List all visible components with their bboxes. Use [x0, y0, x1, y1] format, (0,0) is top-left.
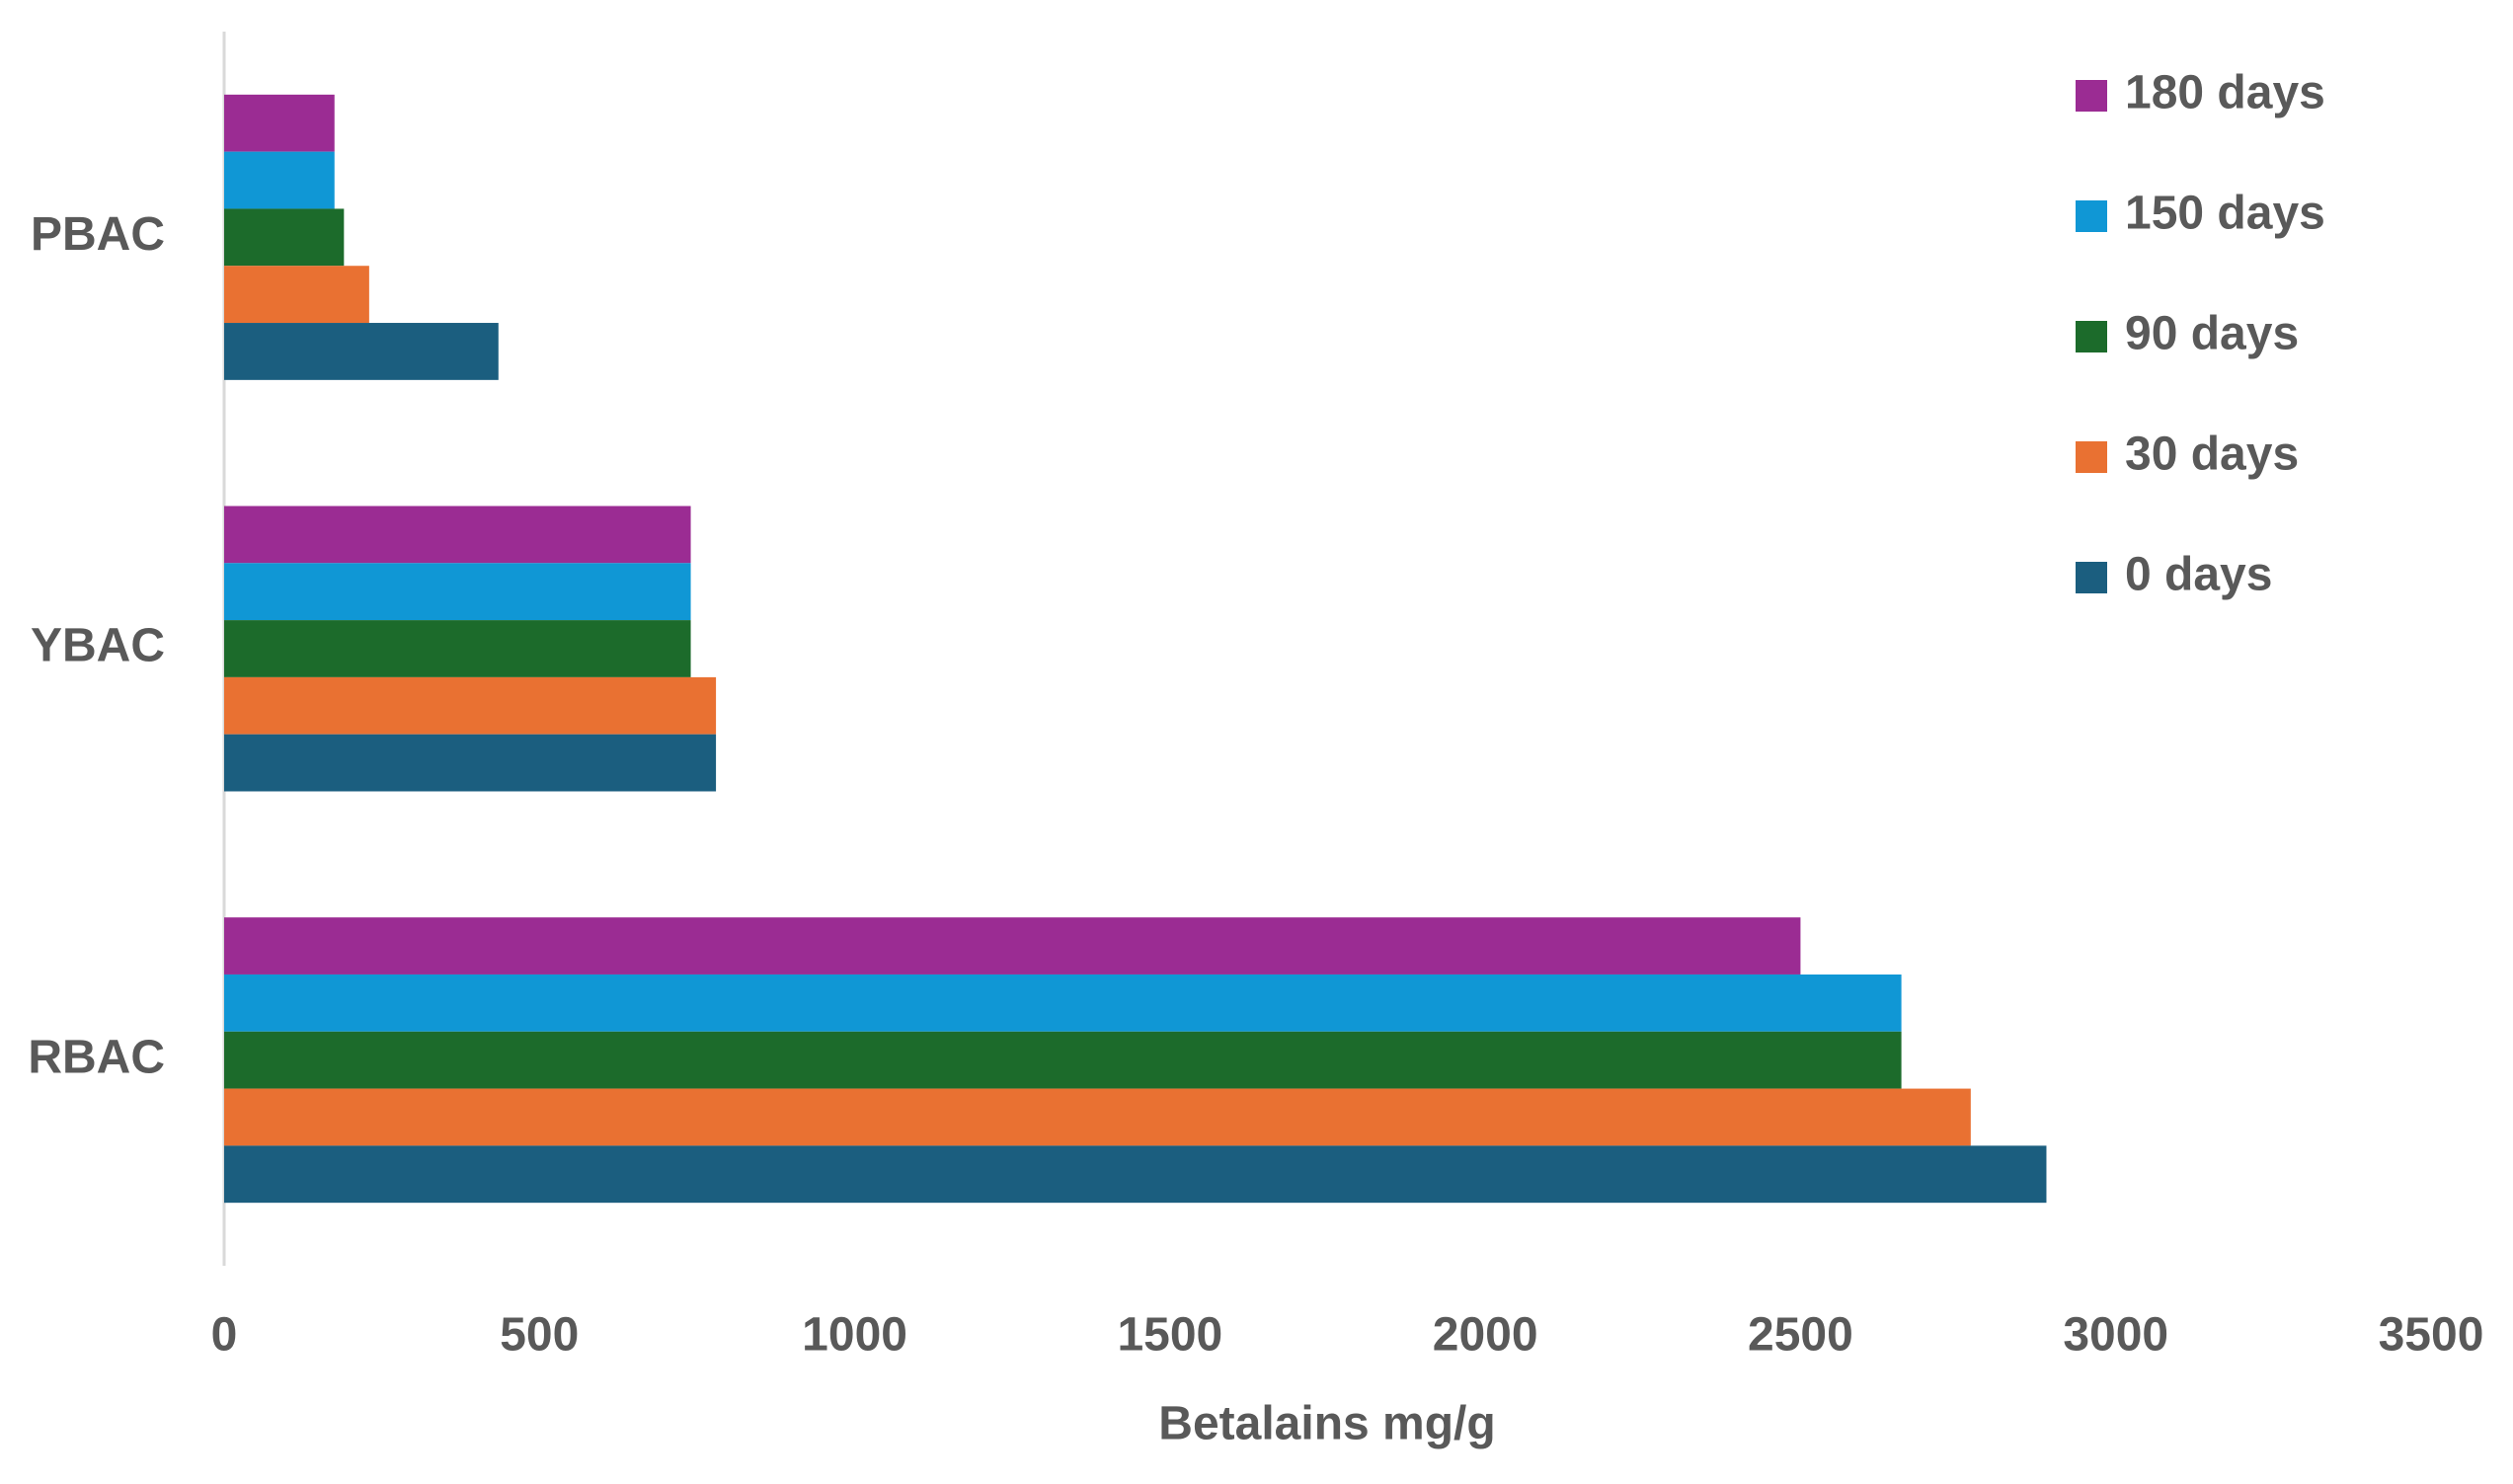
x-tick-label: 2000 — [1433, 1309, 1538, 1362]
x-tick-label: 3000 — [2063, 1309, 2168, 1362]
bar — [224, 1088, 1971, 1146]
legend-swatch — [2076, 321, 2107, 352]
bar — [224, 1145, 2047, 1204]
x-tick-label: 2500 — [1748, 1309, 1853, 1362]
bar — [224, 1031, 1902, 1089]
x-tick-label: 3500 — [2379, 1309, 2484, 1362]
bar — [224, 917, 1801, 975]
bar — [224, 208, 345, 267]
y-tick-label: RBAC — [28, 1031, 165, 1083]
bar — [224, 563, 691, 621]
x-axis-title: Betalains mg/g — [1158, 1398, 1495, 1450]
y-tick-label: YBAC — [31, 620, 165, 672]
x-tick-label: 500 — [500, 1309, 579, 1362]
legend-swatch — [2076, 200, 2107, 232]
legend-label: 30 days — [2125, 429, 2299, 481]
legend-label: 150 days — [2125, 188, 2325, 240]
legend-swatch — [2076, 80, 2107, 112]
x-tick-label: 1000 — [802, 1309, 907, 1362]
legend-swatch — [2076, 562, 2107, 593]
bar — [224, 506, 691, 564]
bar — [224, 734, 717, 792]
legend-label: 0 days — [2125, 549, 2272, 601]
x-tick-label: 1500 — [1117, 1309, 1222, 1362]
bar — [224, 974, 1902, 1032]
legend-label: 90 days — [2125, 308, 2299, 360]
bar — [224, 676, 717, 735]
bar — [224, 323, 499, 380]
y-tick-label: PBAC — [31, 208, 165, 261]
bar — [224, 151, 335, 209]
bar — [224, 266, 369, 324]
legend-label: 180 days — [2125, 67, 2325, 119]
bar — [224, 620, 691, 677]
bar — [224, 94, 335, 152]
x-tick-label: 0 — [211, 1309, 238, 1362]
legend-swatch — [2076, 441, 2107, 473]
